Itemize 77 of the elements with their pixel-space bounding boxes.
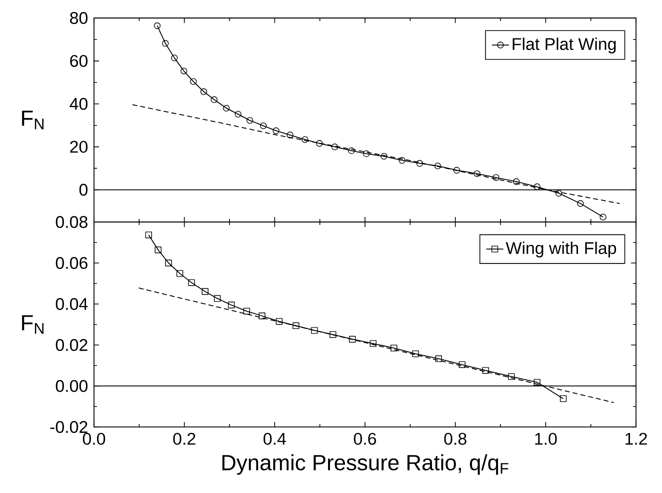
point (508, 373, 515, 380)
point (228, 302, 235, 308)
point (390, 344, 398, 352)
y-axis-title: F$_{N}$ (22, 110, 44, 130)
point (311, 327, 318, 334)
legend-label: Flat Plat Wing (512, 38, 616, 54)
x-tick-label: 1.2 (626, 432, 647, 445)
point (370, 340, 376, 347)
point (331, 143, 338, 150)
x-tick-label: 0.2 (173, 432, 196, 445)
point (416, 160, 423, 167)
y-tick-label: 0.04 (56, 298, 88, 310)
point (246, 117, 254, 124)
point (272, 127, 280, 134)
y-tick-label: 0.08 (56, 216, 88, 228)
point (292, 322, 300, 330)
point (600, 214, 606, 220)
legend-label: Wing with Flap (506, 242, 616, 258)
point (380, 152, 388, 160)
point (512, 178, 520, 185)
point (214, 295, 221, 302)
point (577, 200, 584, 207)
point (555, 190, 562, 197)
point (258, 312, 266, 320)
point (560, 395, 567, 402)
point (348, 147, 355, 154)
point (154, 22, 161, 30)
y-tick-label: 80 (70, 12, 88, 24)
x-tick-label: 0.6 (354, 432, 376, 445)
y-tick-label: 40 (70, 98, 88, 110)
x-tick-label: 0.4 (264, 432, 286, 445)
y-axis-title: F$_{N}$ (22, 315, 44, 334)
point (316, 140, 323, 147)
y-tick-label: 0 (79, 184, 88, 196)
point (145, 232, 152, 238)
point (243, 308, 250, 315)
y-tick-label: 60 (70, 54, 88, 67)
y-tick-label: -0.02 (50, 420, 88, 433)
y-tick-label: 0.02 (56, 338, 88, 351)
y-tick-label: 0.06 (56, 256, 88, 269)
point (434, 162, 442, 170)
point (162, 40, 169, 47)
point (474, 170, 480, 178)
point (286, 132, 294, 138)
point (234, 110, 242, 118)
point (458, 361, 466, 368)
point (330, 331, 336, 338)
x-axis-title: Dynamic Pressure Ratio, q/q$_{F}$ (222, 454, 508, 475)
point (534, 378, 540, 386)
point (482, 367, 489, 374)
point (492, 174, 500, 181)
y-tick-label: 0.00 (56, 380, 88, 392)
point (349, 336, 356, 343)
point (154, 246, 162, 254)
point (165, 260, 172, 266)
y-tick-label: 20 (70, 140, 88, 153)
x-tick-label: 1.0 (535, 432, 557, 445)
x-tick-label: 0.0 (82, 432, 106, 445)
point (210, 96, 218, 103)
point (276, 318, 283, 325)
point (202, 288, 208, 295)
point (260, 122, 267, 130)
x-tick-label: 0.8 (444, 432, 466, 445)
point (200, 88, 208, 95)
point (398, 157, 406, 164)
point (534, 183, 540, 190)
point (190, 78, 197, 85)
point (302, 136, 308, 143)
point (435, 355, 442, 362)
point (188, 279, 195, 286)
point (223, 104, 230, 112)
point (171, 54, 178, 62)
point (363, 150, 370, 158)
point (453, 166, 460, 174)
point (180, 68, 188, 74)
point (176, 270, 184, 277)
point (412, 350, 419, 358)
